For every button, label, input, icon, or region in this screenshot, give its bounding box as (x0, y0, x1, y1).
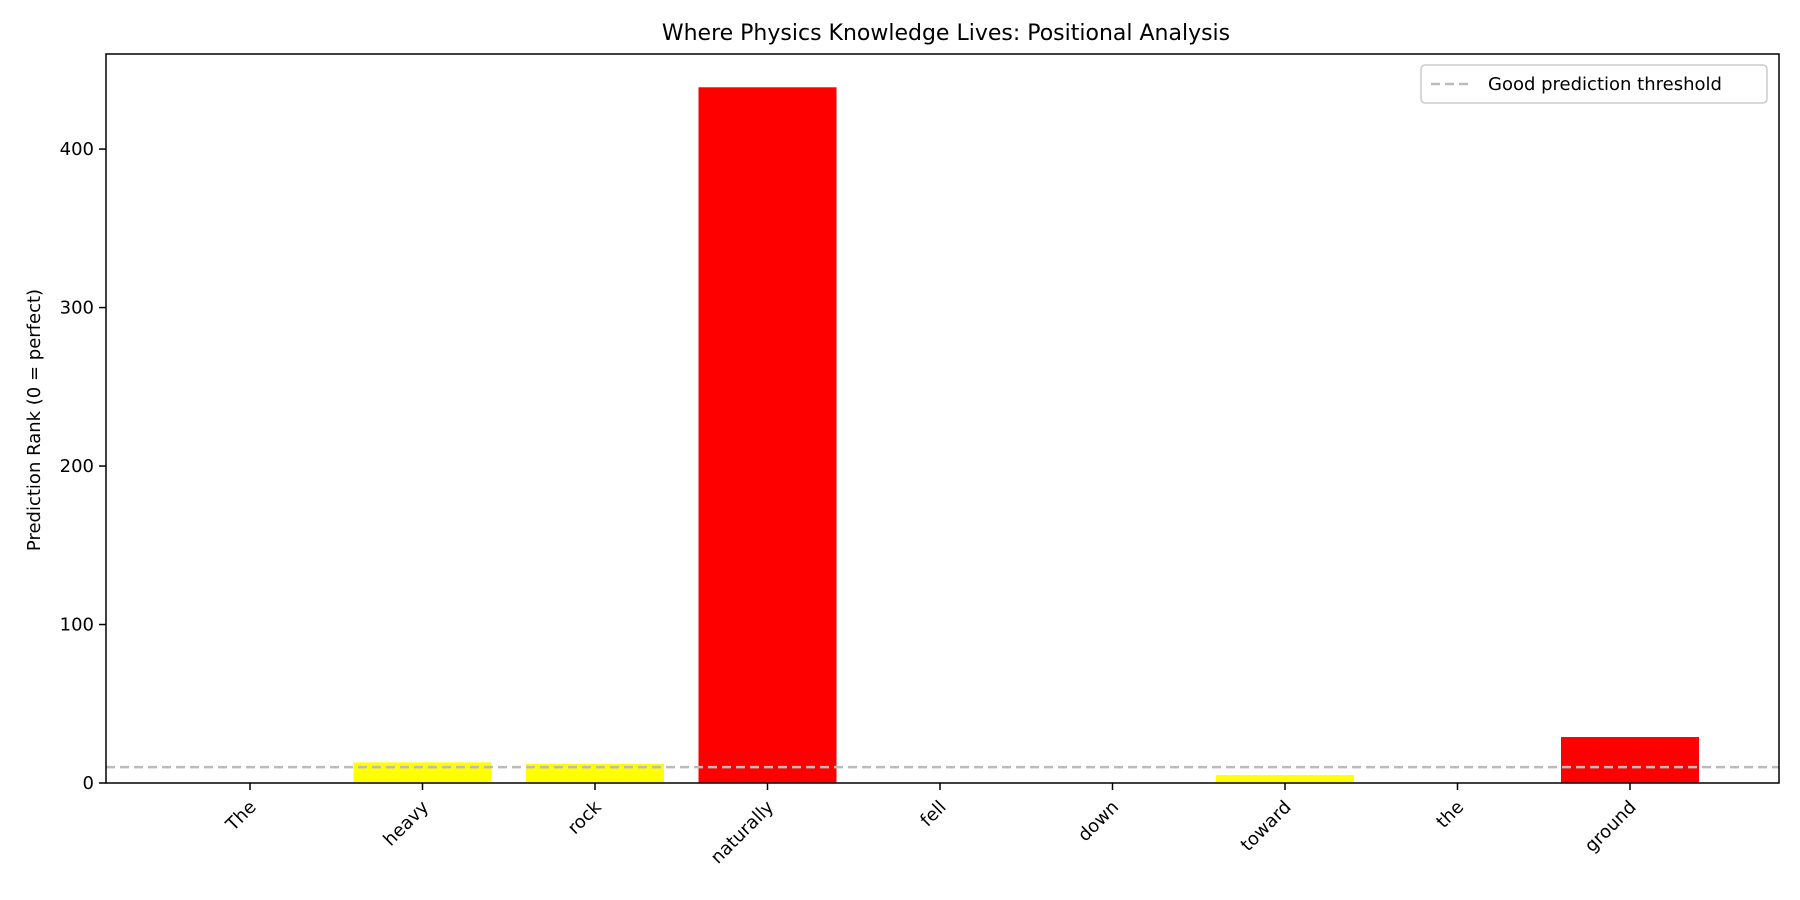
y-axis: 0 100 200 300 400 (60, 139, 106, 794)
y-tick-label: 400 (60, 139, 94, 160)
y-tick-label: 300 (60, 298, 94, 319)
bar-toward (1216, 775, 1354, 783)
y-axis-label: Prediction Rank (0 = perfect) (24, 289, 45, 551)
bar-naturally (698, 87, 837, 783)
bar-rock (526, 763, 664, 783)
legend-threshold-label: Good prediction threshold (1488, 74, 1722, 95)
bar-heavy (353, 762, 492, 783)
legend-box (1420, 64, 1768, 104)
chart-title: Where Physics Knowledge Lives: Positiona… (662, 21, 1230, 46)
y-tick-label: 200 (60, 456, 94, 477)
bar-ground (1561, 737, 1699, 783)
legend: Good prediction threshold (1420, 64, 1768, 104)
bars-group (353, 87, 1699, 783)
y-tick-label: 100 (60, 615, 94, 636)
y-tick-label: 0 (83, 773, 94, 794)
plot-frame (105, 53, 1780, 784)
